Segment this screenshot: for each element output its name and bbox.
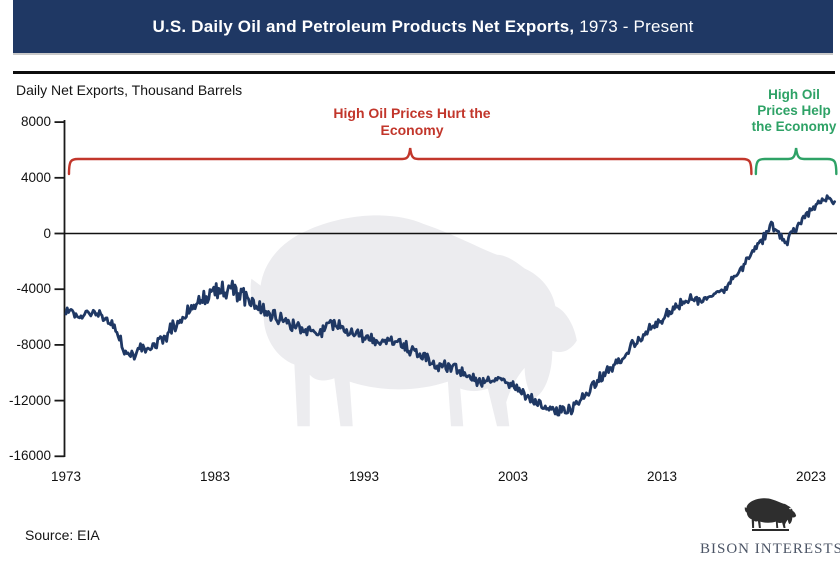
hurt-annotation-line-1: Economy (380, 121, 444, 138)
bison-logo-icon (744, 498, 797, 528)
x-tick-label-1993: 1993 (348, 469, 380, 484)
help-annotation-line-2: the Economy (751, 119, 837, 134)
help-annotation: High Oil Prices Help the Economy (719, 87, 840, 135)
x-tick-label-2013: 2013 (646, 469, 678, 484)
x-tick-label-2023: 2023 (795, 469, 827, 484)
help-annotation-line-1: Prices Help (757, 103, 831, 118)
y-tick-label-8000: 8000 (20, 114, 51, 130)
x-tick-label-2003: 2003 (497, 469, 529, 484)
logo-wordmark: BISON INTERESTS (700, 541, 840, 557)
hurt-bracket (67, 147, 753, 176)
title-date-range: 1973 - Present (574, 16, 694, 36)
help-bracket (754, 147, 838, 176)
x-tick-label-1983: 1983 (199, 469, 231, 484)
y-tick-label-0: 0 (43, 225, 51, 241)
y-tick-label--16000: -16000 (8, 448, 51, 464)
bison-watermark (250, 215, 577, 427)
y-tick-label--12000: -12000 (8, 392, 51, 408)
y-tick-label--8000: -8000 (16, 336, 51, 352)
help-annotation-line-0: High Oil (768, 87, 820, 102)
source-note: Source: EIA (25, 527, 100, 543)
page-title: U.S. Daily Oil and Petroleum Products Ne… (152, 17, 693, 37)
y-axis-title: Daily Net Exports, Thousand Barrels (16, 82, 243, 98)
title-main: U.S. Daily Oil and Petroleum Products Ne… (152, 16, 575, 36)
hurt-annotation-line-0: High Oil Prices Hurt the (333, 105, 491, 121)
logo-divider (752, 529, 789, 531)
hurt-annotation: High Oil Prices Hurt the Economy (297, 105, 527, 138)
y-tick-label-4000: 4000 (20, 169, 51, 185)
y-tick-label--4000: -4000 (16, 281, 51, 297)
divider-line (13, 71, 835, 74)
title-banner: U.S. Daily Oil and Petroleum Products Ne… (13, 0, 833, 53)
net-exports-line (64, 194, 836, 417)
x-tick-label-1973: 1973 (50, 469, 82, 484)
